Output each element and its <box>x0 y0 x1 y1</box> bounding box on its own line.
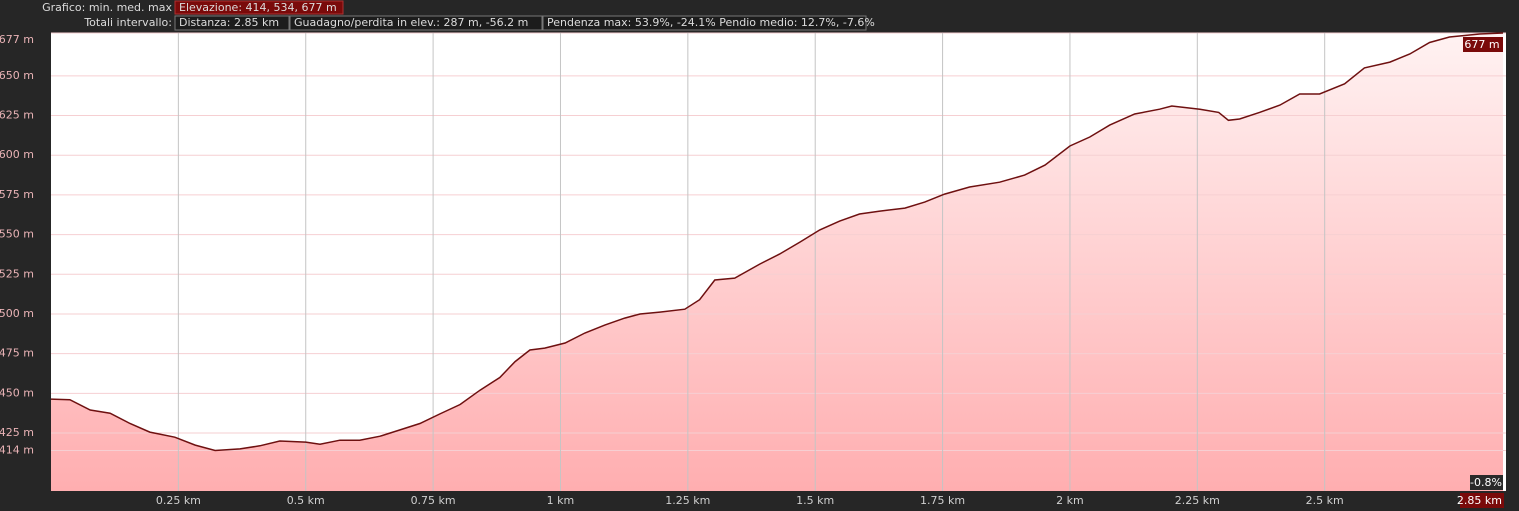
slope: Pendenza max: 53.9%, -24.1% Pendio medio… <box>547 16 875 29</box>
slope-box <box>542 15 867 31</box>
gain-loss-box <box>289 15 543 31</box>
x-tick-label: 2.85 km <box>1457 494 1502 507</box>
y-tick-label: 525 m <box>0 267 34 280</box>
x-tick-label: 0.5 km <box>287 494 325 507</box>
y-tick-label: 650 m <box>0 69 34 82</box>
y-tick-label: 500 m <box>0 307 34 320</box>
area-fill <box>51 33 1503 491</box>
annotation: 677 m <box>1464 38 1499 51</box>
y-tick-label: 600 m <box>0 148 34 161</box>
x-tick-label: 2 km <box>1056 494 1084 507</box>
y-tick-label: 550 m <box>0 228 34 241</box>
y-tick-label: 425 m <box>0 426 34 439</box>
x-tick-label: 1 km <box>547 494 575 507</box>
totals-label: Totali intervallo: <box>83 16 172 29</box>
x-tick-label: 1.75 km <box>920 494 965 507</box>
chart-label: Grafico: min. med. max <box>42 1 172 14</box>
x-tick-label: 1.25 km <box>665 494 710 507</box>
y-tick-label: 475 m <box>0 347 34 360</box>
distance: Distanza: 2.85 km <box>179 16 279 29</box>
annotation: -0.8% <box>1470 476 1502 489</box>
x-tick-label: 1.5 km <box>796 494 834 507</box>
x-end-box <box>1460 493 1504 508</box>
gain-loss: Guadagno/perdita in elev.: 287 m, -56.2 … <box>294 16 528 29</box>
x-tick-label: 0.25 km <box>156 494 201 507</box>
elevation-line <box>50 32 1504 452</box>
y-tick-label: 450 m <box>0 386 34 399</box>
y-tick-label: 414 m <box>0 444 34 457</box>
annotation-box <box>1470 475 1503 490</box>
elevation-box <box>174 0 344 15</box>
x-tick-label: 2.5 km <box>1306 494 1344 507</box>
distance-box <box>174 15 290 31</box>
y-tick-label: 625 m <box>0 109 34 122</box>
x-tick-label: 0.75 km <box>411 494 456 507</box>
y-tick-label: 575 m <box>0 188 34 201</box>
annotation-box <box>1463 37 1503 52</box>
x-tick-label: 2.25 km <box>1175 494 1220 507</box>
y-tick-label: 677 m <box>0 33 34 46</box>
elevation-summary: Elevazione: 414, 534, 677 m <box>179 1 337 14</box>
